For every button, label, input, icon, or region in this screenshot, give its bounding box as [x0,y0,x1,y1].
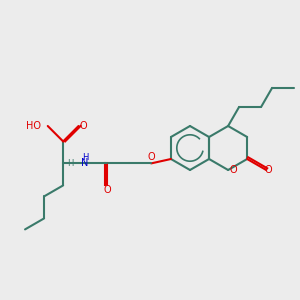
Text: H: H [67,159,73,168]
Text: O: O [80,121,87,131]
Text: O: O [264,165,272,175]
Text: O: O [147,152,155,162]
Text: N: N [82,158,89,168]
Text: O: O [229,165,237,175]
Text: O: O [103,185,111,195]
Text: H: H [82,153,88,162]
Text: HO: HO [26,121,41,131]
